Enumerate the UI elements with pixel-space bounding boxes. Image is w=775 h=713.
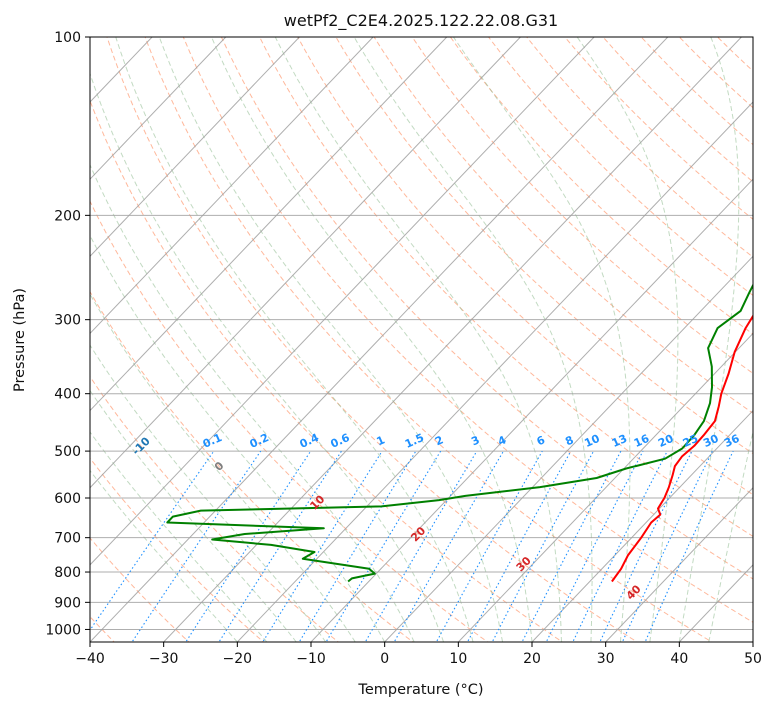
y-tick-label: 100 [54,30,81,46]
y-tick-label: 400 [54,387,81,403]
x-tick-label: 10 [449,651,467,667]
y-tick-label: 600 [54,491,81,507]
y-tick-label: 900 [54,595,81,611]
x-tick-label: −40 [75,651,105,667]
y-tick-label: 500 [54,444,81,460]
x-tick-label: 30 [597,651,615,667]
x-tick-label: −10 [296,651,326,667]
x-axis-label: Temperature (°C) [357,682,483,698]
x-tick-label: 50 [744,651,762,667]
x-tick-label: 20 [523,651,541,667]
x-tick-label: 40 [670,651,688,667]
x-tick-label: 0 [380,651,389,667]
y-tick-label: 1000 [45,622,81,638]
x-tick-label: −20 [223,651,253,667]
chart-title: wetPf2_C2E4.2025.122.22.08.G31 [284,11,558,31]
y-tick-label: 800 [54,565,81,581]
x-tick-label: −30 [149,651,179,667]
y-tick-label: 700 [54,531,81,547]
y-tick-label: 300 [54,313,81,329]
y-tick-label: 200 [54,208,81,224]
y-axis-label: Pressure (hPa) [12,288,28,392]
